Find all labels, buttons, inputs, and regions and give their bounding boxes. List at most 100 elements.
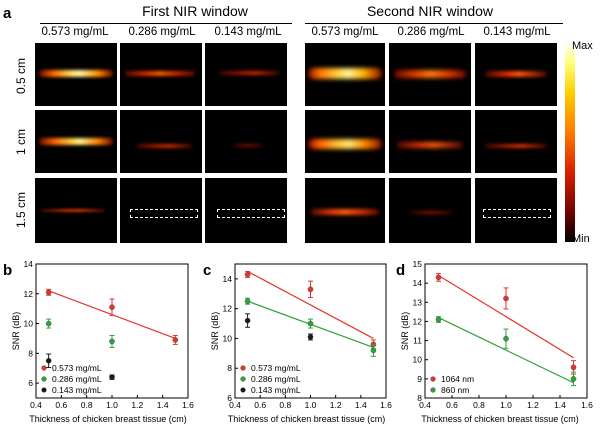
legend-marker <box>430 376 436 382</box>
legend-label: 0.573 mg/mL <box>251 363 301 373</box>
y-tick-label: 12 <box>413 316 423 326</box>
fit-line <box>438 274 574 359</box>
roi-box <box>217 209 285 218</box>
image-tile <box>389 43 471 106</box>
legend-marker <box>41 376 47 382</box>
y-tick-label: 14 <box>223 274 233 284</box>
roi-box <box>483 209 551 218</box>
col-label-first-3: 0.143 mg/mL <box>214 26 282 38</box>
image-tile <box>205 178 287 243</box>
col-label-second-1: 0.573 mg/mL <box>311 26 379 38</box>
legend-marker <box>41 387 47 393</box>
y-tick-label: 8 <box>227 363 232 373</box>
row-label-0-5cm: 0.5 cm <box>14 58 28 95</box>
x-tick-label: 0.8 <box>81 400 93 410</box>
image-tile <box>120 43 202 106</box>
x-axis-label: Thickness of chicken breast tissue (cm) <box>29 414 187 424</box>
legend-label: 0.286 mg/mL <box>251 374 301 384</box>
data-point <box>503 335 509 342</box>
first-window-rule <box>40 23 292 24</box>
image-tile <box>35 43 117 106</box>
data-point <box>109 374 115 380</box>
y-tick-label: 6 <box>227 393 232 403</box>
x-tick-label: 1.2 <box>527 400 539 410</box>
x-tick-label: 0.6 <box>446 400 458 410</box>
legend-label: 860 nm <box>441 385 469 395</box>
data-point <box>45 320 52 327</box>
y-axis-label: SNR (dB) <box>210 312 220 351</box>
x-tick-label: 1.0 <box>305 400 317 410</box>
col-label-first-2: 0.286 mg/mL <box>128 26 196 38</box>
image-tile <box>35 178 117 243</box>
image-tile <box>305 110 385 173</box>
y-tick-label: 12 <box>223 304 233 314</box>
x-tick-label: 1.0 <box>106 400 118 410</box>
panel-label-d: d <box>396 262 406 279</box>
legend-marker <box>240 387 246 393</box>
y-tick-label: 15 <box>413 259 423 269</box>
col-label-second-3: 0.143 mg/mL <box>483 26 551 38</box>
x-tick-label: 0.8 <box>279 400 291 410</box>
x-tick-label: 0.8 <box>473 400 485 410</box>
colorbar-max-label: Max <box>572 40 593 52</box>
data-point <box>435 316 442 323</box>
y-tick-label: 14 <box>24 259 34 269</box>
col-label-first-1: 0.573 mg/mL <box>41 26 109 38</box>
x-tick-label: 1.2 <box>330 400 342 410</box>
second-window-title: Second NIR window <box>366 3 494 19</box>
y-axis-label: SNR (dB) <box>11 312 21 351</box>
y-tick-label: 10 <box>223 333 233 343</box>
image-tile <box>35 110 117 173</box>
image-tile <box>475 178 557 243</box>
y-tick-label: 10 <box>413 355 423 365</box>
roi-box <box>130 209 198 218</box>
fit-line <box>247 270 374 339</box>
y-tick-label: 12 <box>24 289 34 299</box>
panel-label-c: c <box>203 262 212 279</box>
data-point <box>109 338 115 345</box>
y-tick-label: 9 <box>417 374 422 384</box>
x-tick-label: 1.4 <box>554 400 566 410</box>
data-point <box>172 337 179 343</box>
x-tick-label: 1.0 <box>500 400 512 410</box>
data-point <box>503 295 509 302</box>
y-tick-label: 13 <box>413 297 423 307</box>
x-tick-label: 0.6 <box>55 400 67 410</box>
data-point <box>570 376 577 382</box>
legend-label: 0.286 mg/mL <box>52 374 102 384</box>
data-point <box>570 364 577 371</box>
legend-label: 0.573 mg/mL <box>52 363 102 373</box>
image-tile <box>389 178 471 243</box>
row-label-1-5cm: 1.5 cm <box>14 192 28 229</box>
x-tick-label: 0.6 <box>254 400 266 410</box>
x-tick-label: 1.6 <box>380 400 392 410</box>
legend-marker <box>41 365 47 371</box>
image-tile <box>475 43 557 106</box>
image-tile <box>305 43 385 106</box>
colorbar-min-label: Min <box>572 233 590 245</box>
y-tick-label: 10 <box>24 319 34 329</box>
y-axis-label: SNR (dB) <box>400 312 410 351</box>
data-point <box>109 304 115 310</box>
legend-label: 0.143 mg/mL <box>52 385 102 395</box>
second-window-rule <box>305 23 563 24</box>
panel-label-a: a <box>3 5 12 22</box>
x-tick-label: 1.4 <box>355 400 367 410</box>
chart-c: 0.4 0.6 0.8 1.0 1.2 1.4 1.6 6 8 10 12 14 Thickness o… <box>210 263 392 424</box>
data-point <box>370 347 377 354</box>
legend-label: 0.143 mg/mL <box>251 385 301 395</box>
data-point <box>307 320 314 327</box>
chart-d: 0.4 0.6 0.8 1.0 1.2 1.4 1.6 8 9 10 11 12 13 14 15 Thick… <box>400 259 593 424</box>
data-point <box>244 298 251 305</box>
y-tick-label: 8 <box>417 393 422 403</box>
image-tile <box>120 110 202 173</box>
chart-b: 0.4 0.6 0.8 1.0 1.2 1.4 1.6 6 8 10 12 14 Thickness o… <box>11 259 194 424</box>
x-tick-label: 0.4 <box>30 400 42 410</box>
x-tick-label: 0.4 <box>229 400 241 410</box>
x-tick-label: 1.6 <box>581 400 593 410</box>
colorbar <box>565 42 575 242</box>
legend-marker <box>240 376 246 382</box>
legend-marker <box>240 365 246 371</box>
y-tick-label: 6 <box>28 378 33 388</box>
row-label-1cm: 1 cm <box>14 129 28 156</box>
